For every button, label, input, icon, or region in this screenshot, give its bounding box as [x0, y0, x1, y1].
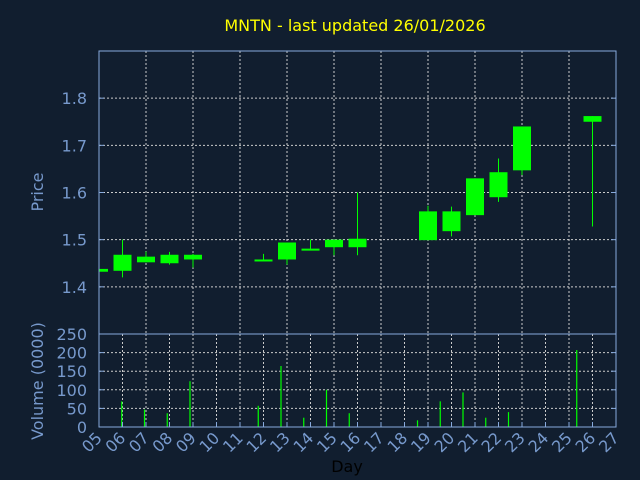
price-tick-label: 1.8 [62, 89, 87, 108]
chart-title: MNTN - last updated 26/01/2026 [224, 16, 485, 35]
volume-axis-label: Volume (0000) [28, 322, 47, 440]
candle [113, 239, 132, 278]
candle-body [466, 178, 484, 216]
candle [99, 268, 108, 272]
price-axis-label: Price [28, 172, 47, 211]
candle-body [278, 242, 296, 260]
volume-tick-label: 150 [56, 362, 87, 381]
price-tick-label: 1.5 [62, 231, 87, 250]
candle [466, 178, 484, 216]
candle [325, 239, 343, 256]
candle [278, 242, 296, 265]
volume-tick-label: 50 [67, 399, 87, 418]
volume-plot-frame [98, 333, 617, 428]
candle [583, 116, 602, 227]
x-tick-label: 27 [595, 428, 623, 456]
candle [419, 205, 437, 241]
volume-tick-label: 100 [56, 381, 87, 400]
price-tick-label: 1.6 [62, 184, 87, 203]
candle-body [99, 268, 108, 272]
candle [160, 251, 179, 265]
candle [513, 126, 531, 176]
candle-body [513, 126, 531, 171]
candle [442, 206, 461, 237]
candle-body [254, 259, 273, 262]
candle [348, 192, 367, 256]
candle-body [489, 172, 508, 198]
candle-body [348, 238, 367, 248]
candle [489, 158, 508, 202]
candle-body [113, 254, 132, 271]
candle-body [184, 254, 202, 260]
price-tick-label: 1.4 [62, 278, 87, 297]
candles [99, 116, 602, 278]
candle-body [301, 248, 320, 251]
volume-tick-label: 0 [77, 418, 87, 437]
volume-tick-label: 250 [56, 325, 87, 344]
candle-body [442, 211, 461, 232]
candle-body [325, 239, 343, 248]
candle [301, 239, 320, 251]
candle [184, 253, 202, 268]
candle-body [583, 116, 602, 122]
candle [137, 251, 155, 263]
candle [254, 253, 273, 262]
candle-body [160, 254, 179, 264]
price-tick-label: 1.7 [62, 136, 87, 155]
x-axis-label: Day [331, 457, 363, 476]
volume-tick-label: 200 [56, 344, 87, 363]
candle-body [137, 256, 155, 263]
candle-body [419, 211, 437, 241]
